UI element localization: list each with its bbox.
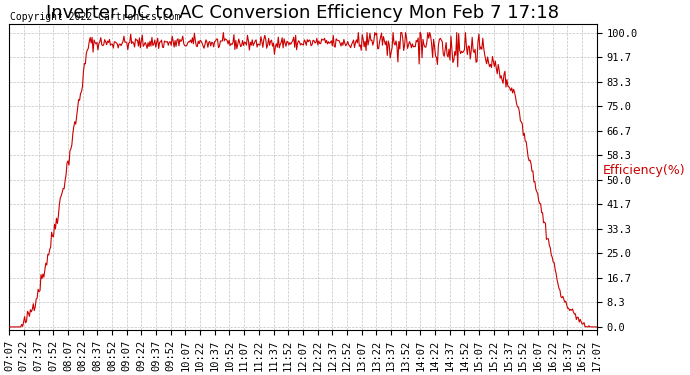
Y-axis label: Efficiency(%): Efficiency(%) <box>603 164 686 177</box>
Text: Copyright 2022 Cartronics.com: Copyright 2022 Cartronics.com <box>10 12 180 22</box>
Title: Inverter DC to AC Conversion Efficiency Mon Feb 7 17:18: Inverter DC to AC Conversion Efficiency … <box>46 4 560 22</box>
